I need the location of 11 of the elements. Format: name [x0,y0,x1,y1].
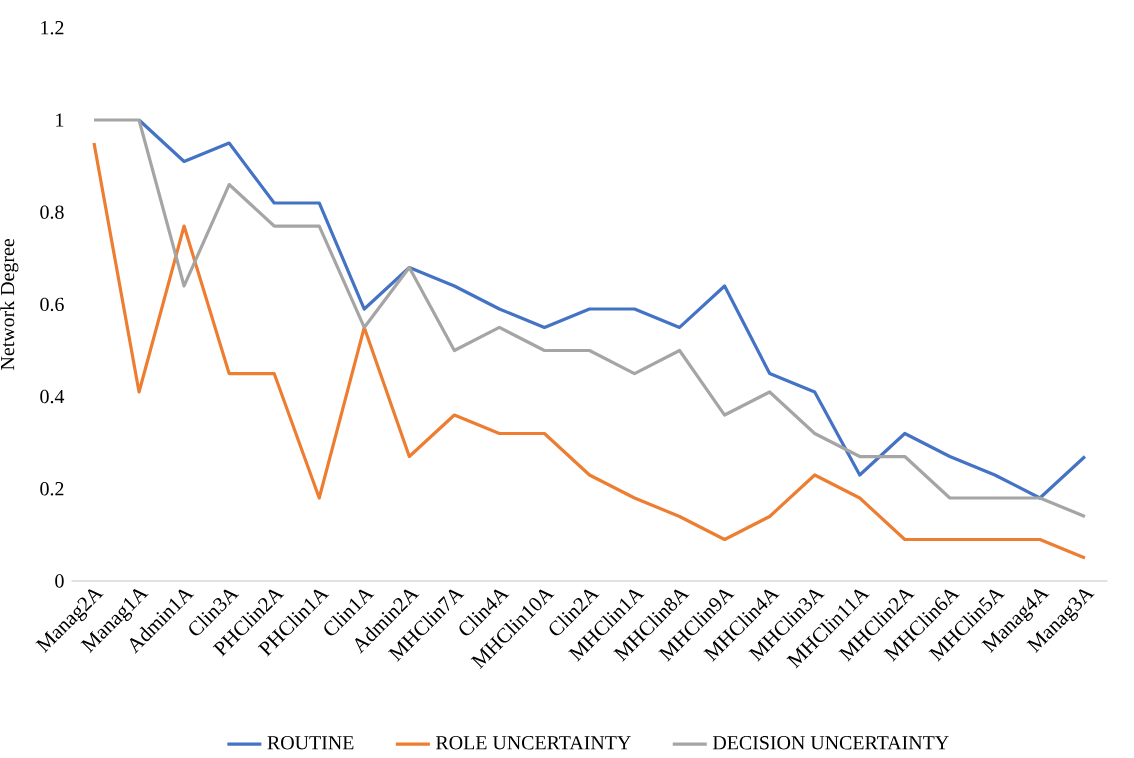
legend-label: DECISION UNCERTAINTY [712,736,949,750]
y-tick-label: 0.6 [40,297,64,312]
y-tick-label: 0.2 [40,482,64,496]
legend-label: ROUTINE [267,736,354,750]
y-tick-label: 1.2 [41,21,64,35]
legend-label: ROLE UNCERTAINTY [435,736,631,750]
y-tick-label: 0.8 [40,205,64,219]
y-tick-label: 1 [56,113,64,127]
y-axis-title: Network Degree [0,238,19,370]
y-tick-label: 0 [55,574,64,588]
y-tick-label: 0.4 [40,389,65,404]
